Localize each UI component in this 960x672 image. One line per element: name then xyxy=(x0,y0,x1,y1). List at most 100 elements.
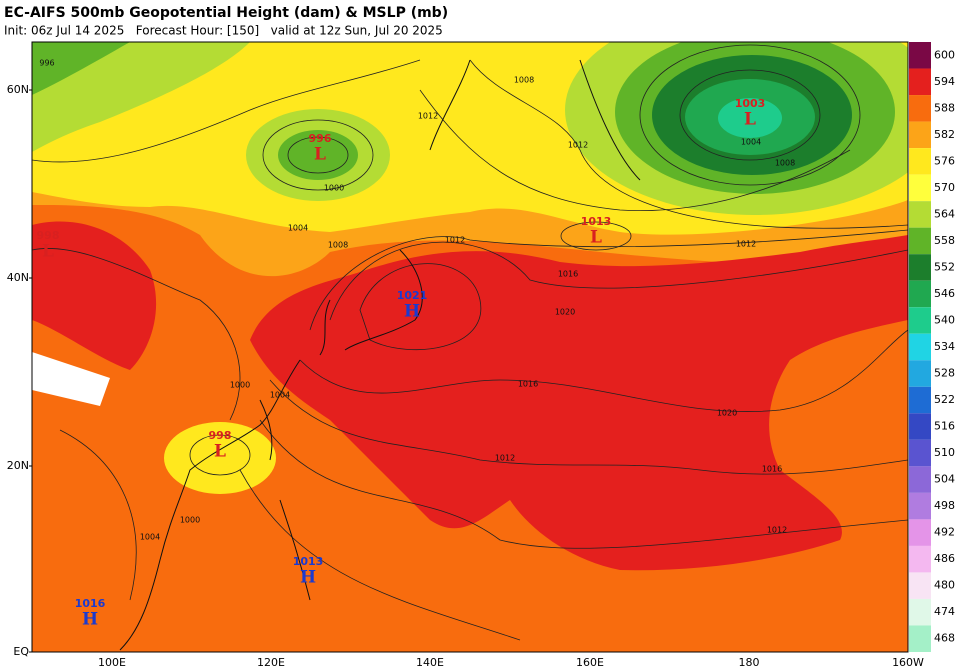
colorbar-swatch xyxy=(909,572,931,599)
colorbar-label: 594 xyxy=(934,75,955,88)
missing-data xyxy=(32,352,110,406)
colorbar-label: 468 xyxy=(934,632,955,645)
pressure-center-type: L xyxy=(214,442,226,462)
colorbar-swatch xyxy=(909,360,931,387)
isobar-label: 1020 xyxy=(555,308,575,317)
colorbar-swatch xyxy=(909,95,931,122)
colorbar-label: 570 xyxy=(934,181,955,194)
colorbar-swatch xyxy=(909,519,931,546)
field-576 xyxy=(164,422,276,494)
pressure-center-type: H xyxy=(82,610,98,630)
lat-label: 60N xyxy=(7,83,29,96)
isobar-label: 1000 xyxy=(180,516,200,525)
colorbar-label: 564 xyxy=(934,207,955,220)
lon-label: 180 xyxy=(739,656,760,669)
pressure-center-value: 998 xyxy=(209,429,232,442)
isobar-label: 1012 xyxy=(736,240,756,249)
map-labels: 60N 40N 20N EQ 100E 120E 140E 160E 180 160W 996 100… xyxy=(7,59,924,670)
isobar-label: 1004 xyxy=(270,391,290,400)
colorbar-swatch xyxy=(909,42,931,69)
colorbar-label: 486 xyxy=(934,552,955,565)
colorbar-swatch xyxy=(909,254,931,281)
colorbar-swatch xyxy=(909,333,931,361)
isobar-label: 1012 xyxy=(445,236,465,245)
colorbar-label: 504 xyxy=(934,473,955,486)
colorbar-label: 600 xyxy=(934,48,955,61)
isobar-label: 1000 xyxy=(324,184,344,193)
isobar-label: 1012 xyxy=(418,112,438,121)
pressure-center-value: 1013 xyxy=(581,215,612,228)
title: EC-AIFS 500mb Geopotential Height (dam) … xyxy=(4,5,448,21)
colorbar-label: 576 xyxy=(934,154,955,167)
lon-label: 160W xyxy=(892,656,924,669)
isobar-label: 1012 xyxy=(495,454,515,463)
isobar-label: 1008 xyxy=(328,241,348,250)
isobar-label: 1004 xyxy=(140,533,160,542)
isobar-label: 1004 xyxy=(288,224,308,233)
isobar-label: 1016 xyxy=(762,465,782,474)
colorbar-swatch xyxy=(909,121,931,149)
colorbar-swatch xyxy=(909,307,931,334)
pressure-center-value: 998 xyxy=(37,229,60,242)
colorbar-swatch xyxy=(909,201,931,228)
map-frame xyxy=(31,41,909,653)
field-558 xyxy=(32,42,130,95)
colorbar-label: 546 xyxy=(934,287,955,300)
colorbar-swatch xyxy=(909,413,931,440)
pressure-center-value: 1003 xyxy=(735,97,766,110)
field-540 xyxy=(718,98,782,138)
pressure-center-value: 996 xyxy=(309,132,332,145)
lon-label: 140E xyxy=(416,656,444,669)
isobar-label: 1016 xyxy=(518,380,538,389)
colorbar-label: 510 xyxy=(934,446,955,459)
lat-label: 40N xyxy=(7,271,29,284)
pressure-center-type: L xyxy=(314,145,326,165)
lat-label: EQ xyxy=(13,645,29,658)
colorbar-label: 492 xyxy=(934,526,955,539)
lon-label: 120E xyxy=(257,656,285,669)
field-564 xyxy=(32,42,250,152)
isobar-label: 1008 xyxy=(514,76,534,85)
pressure-center-type: L xyxy=(42,242,54,262)
colorbar-label: 522 xyxy=(934,393,955,406)
subtitle: Init: 06z Jul 14 2025 Forecast Hour: [15… xyxy=(4,24,443,38)
pressure-center-type: L xyxy=(744,110,756,130)
pressure-center-value: 1016 xyxy=(75,597,106,610)
isobar-label: 1012 xyxy=(568,141,588,150)
pressure-center-type: H xyxy=(300,568,316,588)
pressure-center-value: 1013 xyxy=(293,555,324,568)
field-594 xyxy=(250,235,908,571)
colorbar-swatch xyxy=(909,174,931,202)
colorbar-label: 480 xyxy=(934,579,955,592)
colorbar-label: 582 xyxy=(934,128,955,141)
colorbar-swatch xyxy=(909,492,931,520)
field-594 xyxy=(32,221,157,370)
colorbar-swatch xyxy=(909,545,931,573)
isobar-label: 1012 xyxy=(767,526,787,535)
pressure-center-type: L xyxy=(590,228,602,248)
isobar-label: 1000 xyxy=(230,381,250,390)
isobar-label: 1008 xyxy=(775,159,795,168)
coastlines xyxy=(119,59,641,651)
colorbar-label: 516 xyxy=(934,420,955,433)
pressure-center-type: H xyxy=(404,302,420,322)
colorbar-label: 474 xyxy=(934,605,955,618)
colorbar-label: 534 xyxy=(934,340,955,353)
pressure-center-value: 1021 xyxy=(397,289,428,302)
colorbar-swatch xyxy=(909,227,931,255)
colorbar-swatch xyxy=(909,386,931,414)
colorbar-label: 588 xyxy=(934,101,955,114)
isobars xyxy=(32,44,908,641)
colorbar-label: 498 xyxy=(934,499,955,512)
colorbar-swatch xyxy=(909,598,931,626)
lon-label: 100E xyxy=(98,656,126,669)
colorbar-label: 558 xyxy=(934,234,955,247)
field-558 xyxy=(278,130,358,180)
lat-label: 20N xyxy=(7,459,29,472)
colorbar-swatch xyxy=(909,466,931,493)
colorbar-label: 528 xyxy=(934,367,955,380)
map-fields xyxy=(32,42,908,652)
isobar-label: 996 xyxy=(39,59,54,68)
